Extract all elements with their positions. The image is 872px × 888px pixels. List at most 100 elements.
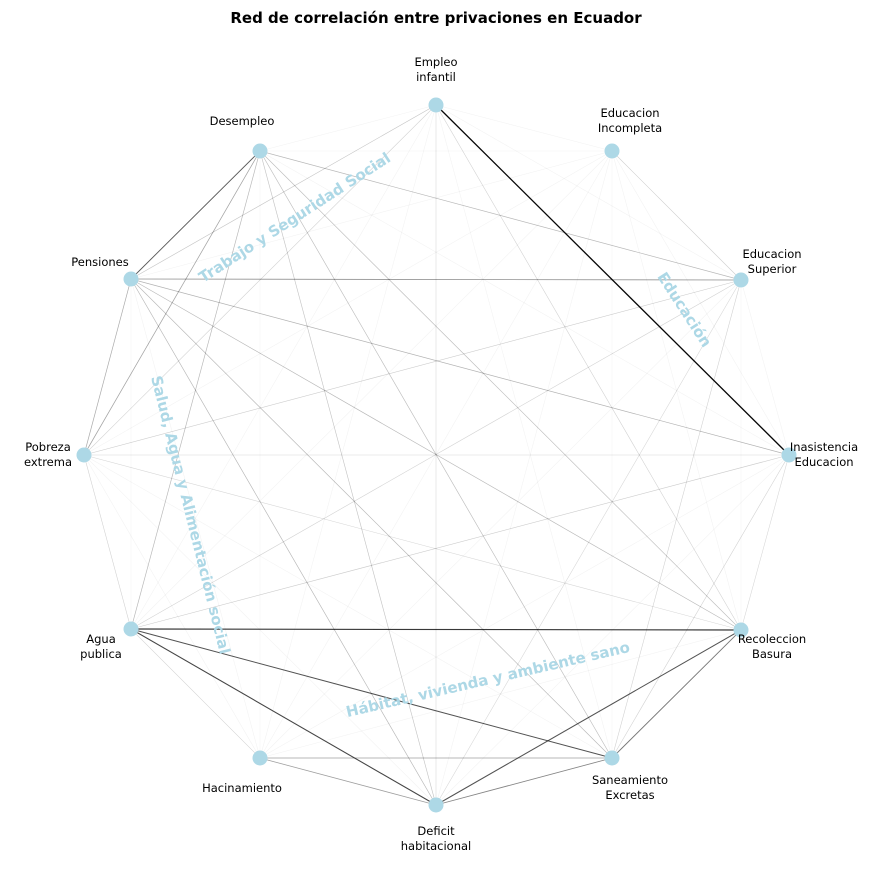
faint-edge — [259, 150, 613, 759]
node-label-empleo: Empleo infantil — [414, 55, 457, 84]
node-label-edu_incompleta: Educacion Incompleta — [598, 106, 662, 135]
group-labels-layer: Trabajo y Seguridad Social Educación Salud… — [147, 149, 715, 721]
edge-agua-deficit — [130, 628, 437, 806]
node-saneamiento — [604, 750, 620, 766]
node-label-line: Desempleo — [210, 114, 275, 128]
node-label-saneamiento: Saneamiento Excretas — [592, 773, 668, 802]
node-agua — [123, 621, 139, 637]
faint-edge — [435, 104, 613, 152]
edge-agua-recoleccion — [130, 628, 742, 631]
group-label-educacion: Educación — [654, 269, 716, 351]
faint-edge — [83, 454, 261, 759]
diagram-title: Red de correlación entre privaciones en … — [230, 9, 642, 27]
node-label-line: Recoleccion — [738, 632, 806, 646]
nodes-layer — [76, 97, 797, 813]
node-label-line: Basura — [752, 647, 792, 661]
node-label-pensiones: Pensiones — [71, 255, 128, 269]
edge-edu_incompleta-edu_superior — [611, 150, 742, 281]
edge-inasistencia-saneamiento — [611, 454, 790, 759]
node-label-line: Pensiones — [71, 255, 128, 269]
node-edu_incompleta — [604, 143, 620, 159]
faint-edge — [259, 150, 790, 456]
edge-pensiones-inasistencia — [130, 278, 790, 456]
edge-desempleo-agua — [130, 150, 261, 630]
faint-edge — [259, 279, 742, 759]
edge-desempleo-pensiones — [130, 150, 261, 280]
node-label-line: extrema — [24, 455, 72, 469]
edge-pobreza-desempleo — [83, 150, 261, 456]
node-label-hacinamiento: Hacinamiento — [202, 781, 282, 795]
edge-pobreza-agua — [83, 454, 132, 630]
node-edu_superior — [733, 272, 749, 288]
faint-edge — [611, 150, 742, 631]
node-label-line: Incompleta — [598, 121, 662, 135]
faint-edge — [435, 104, 613, 759]
edge-pensiones-saneamiento — [130, 278, 613, 759]
faint-edge — [83, 150, 613, 456]
edge-edu_superior-deficit — [435, 279, 742, 806]
edge-pobreza-empleo — [83, 104, 437, 456]
edge-desempleo-edu_superior — [259, 150, 742, 281]
node-recoleccion — [733, 622, 749, 638]
node-label-line: Pobreza — [25, 440, 71, 454]
node-label-deficit: Deficit habitacional — [401, 824, 471, 853]
node-label-line: Superior — [748, 262, 797, 276]
node-label-agua: Agua publica — [80, 632, 122, 661]
faint-edge — [130, 278, 261, 759]
faint-edge — [435, 104, 742, 281]
node-pobreza — [76, 447, 92, 463]
node-inasistencia — [781, 447, 797, 463]
node-label-line: infantil — [416, 70, 456, 84]
edge-inasistencia-recoleccion — [740, 454, 790, 631]
node-label-pobreza: Pobreza extrema — [24, 440, 72, 469]
faint-edge — [83, 454, 437, 806]
faint-edge — [130, 150, 613, 630]
node-deficit — [428, 797, 444, 813]
edge-agua-inasistencia — [130, 454, 790, 630]
edge-pensiones-desempleo — [130, 150, 261, 280]
edge-saneamiento-recoleccion — [611, 629, 742, 759]
edge-empleo-recoleccion — [435, 104, 742, 631]
group-label-trabajo: Trabajo y Seguridad Social — [196, 149, 394, 287]
faint-edge — [259, 629, 742, 759]
faint-edge — [259, 454, 790, 759]
edge-desempleo-deficit — [259, 150, 437, 806]
faint-edge — [130, 104, 437, 630]
faint-edge — [611, 150, 790, 456]
node-label-recoleccion: Recoleccion Basura — [738, 632, 806, 661]
edge-agua-edu_superior — [130, 279, 742, 630]
node-empleo — [428, 97, 444, 113]
node-label-line: Excretas — [605, 788, 654, 802]
node-label-edu_superior: Educacion Superior — [742, 247, 801, 276]
edge-deficit-recoleccion — [435, 629, 742, 806]
node-label-line: Agua — [86, 632, 116, 646]
edge-pobreza-recoleccion — [83, 454, 742, 631]
node-label-desempleo: Desempleo — [210, 114, 275, 128]
edge-agua-hacinamiento — [130, 628, 261, 759]
group-label-habitat: Hábitat, vivienda y ambiente sano — [344, 638, 631, 721]
edge-pobreza-pensiones — [83, 278, 132, 456]
node-hacinamiento — [252, 750, 268, 766]
node-pensiones — [123, 271, 139, 287]
group-label-salud: Salud, Agua y Alimentación social — [147, 374, 234, 656]
edge-pensiones-recoleccion — [130, 278, 742, 631]
edge-edu_superior-saneamiento — [611, 279, 742, 759]
faint-edge — [740, 279, 790, 456]
edge-desempleo-saneamiento — [259, 150, 613, 759]
node-label-line: habitacional — [401, 839, 471, 853]
edge-pensiones-deficit — [130, 278, 437, 806]
edge-agua-saneamiento — [130, 628, 613, 759]
node-label-line: Deficit — [417, 824, 455, 838]
node-label-line: Educacion — [600, 106, 659, 120]
edge-pobreza-edu_superior — [83, 279, 742, 456]
faint-edge — [259, 104, 437, 152]
faint-edge — [83, 454, 613, 759]
edge-deficit-saneamiento — [435, 757, 613, 806]
edge-desempleo-recoleccion — [259, 150, 742, 631]
node-label-line: Educacion — [742, 247, 801, 261]
edges-layer — [83, 104, 790, 806]
node-label-line: Inasistencia — [790, 440, 858, 454]
faint-edge — [259, 104, 437, 759]
